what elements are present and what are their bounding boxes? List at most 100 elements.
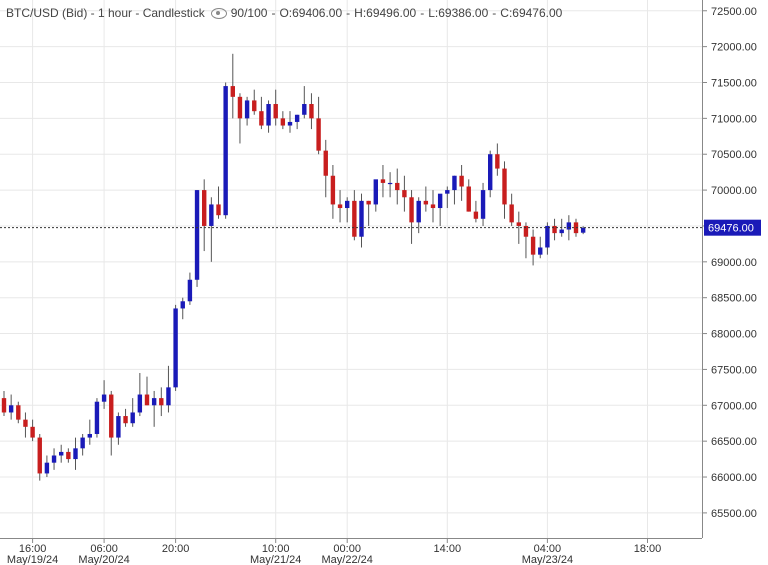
- y-tick-label: 66000.00: [711, 472, 757, 484]
- candle-down: [430, 204, 436, 209]
- candle-down: [273, 104, 278, 119]
- x-tick-label: 04:00: [534, 543, 562, 555]
- candle-down: [466, 186, 471, 212]
- y-tick-label: 70000.00: [711, 185, 757, 197]
- candle-up: [44, 462, 50, 474]
- candle-up: [101, 394, 107, 402]
- ohlc-open: O:69406.00: [279, 6, 343, 20]
- candle-up: [266, 104, 271, 126]
- candle-up: [209, 204, 214, 226]
- x-tick-label: 20:00: [162, 543, 190, 555]
- y-tick-label: 70500.00: [711, 149, 757, 161]
- candle-down: [23, 419, 28, 427]
- y-tick-label: 72500.00: [711, 6, 757, 18]
- candle-down: [495, 154, 500, 169]
- candle-up: [559, 229, 564, 234]
- candle-down: [1, 398, 7, 413]
- candle-down: [337, 204, 343, 209]
- ohlc-close: C:69476.00: [500, 6, 563, 20]
- candle-up: [130, 412, 135, 424]
- candle-down: [423, 200, 429, 205]
- x-tick-label: 10:00: [262, 543, 290, 555]
- candle-up: [294, 114, 300, 122]
- candle-up: [151, 398, 157, 406]
- candle-up: [59, 451, 64, 456]
- ohlc-high: H:69496.00: [354, 6, 417, 20]
- y-tick-label: 66500.00: [711, 436, 757, 448]
- x-tick-label: 00:00: [333, 543, 361, 555]
- candle-down: [509, 204, 514, 223]
- y-tick-label: 71000.00: [711, 113, 757, 125]
- symbol-title: BTC/USD (Bid) - 1 hour - Candlestick: [6, 6, 205, 20]
- y-tick-label: 72000.00: [711, 42, 757, 54]
- candle-up: [137, 394, 143, 413]
- y-tick-label: 69000.00: [711, 257, 757, 269]
- candle-down: [502, 168, 507, 205]
- candle-up: [194, 190, 200, 280]
- x-date-label: May/22/24: [322, 554, 373, 565]
- y-tick-label: 71500.00: [711, 77, 757, 89]
- candle-up: [437, 193, 443, 209]
- candle-down: [530, 236, 536, 255]
- eye-icon[interactable]: [210, 7, 227, 19]
- candle-up: [416, 200, 421, 223]
- candle-down: [395, 182, 400, 191]
- candle-up: [223, 86, 228, 216]
- candle-down: [366, 200, 371, 205]
- candle-up: [116, 416, 121, 438]
- candle-down: [109, 394, 114, 438]
- candle-down: [402, 190, 407, 198]
- candle-down: [473, 211, 479, 219]
- candle-down: [552, 225, 557, 234]
- candle-down: [123, 416, 128, 424]
- candle-up: [359, 200, 364, 237]
- candle-up: [538, 247, 543, 255]
- x-date-label: May/20/24: [78, 554, 129, 565]
- candle-up: [87, 433, 92, 438]
- candle-up: [51, 455, 57, 463]
- candle-down: [523, 225, 529, 237]
- candle-down: [237, 96, 243, 119]
- candle-down: [66, 451, 71, 460]
- candle-up: [480, 190, 486, 219]
- candle-up: [287, 121, 293, 126]
- candle-down: [259, 111, 264, 126]
- zoom-level: 90/100: [230, 6, 268, 20]
- candle-up: [187, 279, 193, 302]
- candle-down: [30, 426, 35, 438]
- candle-up: [180, 301, 185, 309]
- candle-down: [252, 100, 257, 112]
- candle-up: [545, 225, 550, 248]
- candle-up: [73, 448, 78, 460]
- y-tick-label: 65500.00: [711, 508, 757, 520]
- candle-down: [202, 190, 207, 226]
- current-price-label: 69476.00: [708, 223, 754, 235]
- candle-up: [345, 200, 350, 209]
- candle-down: [159, 398, 164, 406]
- candle-down: [380, 179, 386, 183]
- candle-down: [309, 104, 314, 119]
- x-date-label: May/21/24: [250, 554, 301, 565]
- candle-up: [80, 437, 85, 449]
- candle-down: [144, 394, 150, 406]
- y-tick-label: 67500.00: [711, 364, 757, 376]
- ohlc-low: L:69386.00: [428, 6, 489, 20]
- candle-down: [316, 118, 321, 151]
- candle-down: [280, 118, 286, 126]
- candle-up: [8, 405, 14, 413]
- x-date-label: May/19/24: [7, 554, 58, 565]
- candle-down: [216, 204, 221, 216]
- candle-up: [566, 222, 572, 230]
- candle-up: [166, 387, 171, 406]
- candle-up: [580, 227, 586, 233]
- candle-down: [352, 200, 357, 237]
- candle-down: [16, 405, 21, 420]
- candle-down: [409, 197, 414, 223]
- x-tick-label: 18:00: [634, 543, 662, 555]
- x-tick-label: 16:00: [19, 543, 47, 555]
- candle-up: [452, 175, 457, 191]
- x-tick-label: 14:00: [434, 543, 462, 555]
- current-price-tag: [704, 219, 761, 236]
